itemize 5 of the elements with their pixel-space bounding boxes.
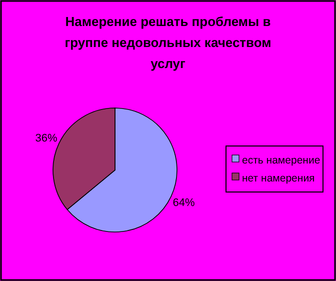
data-label: 64% [172,197,195,210]
legend-label: есть намерение [242,154,320,167]
chart-title: Намерение решать проблемы в группе недовольных качеством услуг [64,14,272,71]
data-label: 36% [35,132,58,144]
legend-label: нет намерения [242,172,315,185]
